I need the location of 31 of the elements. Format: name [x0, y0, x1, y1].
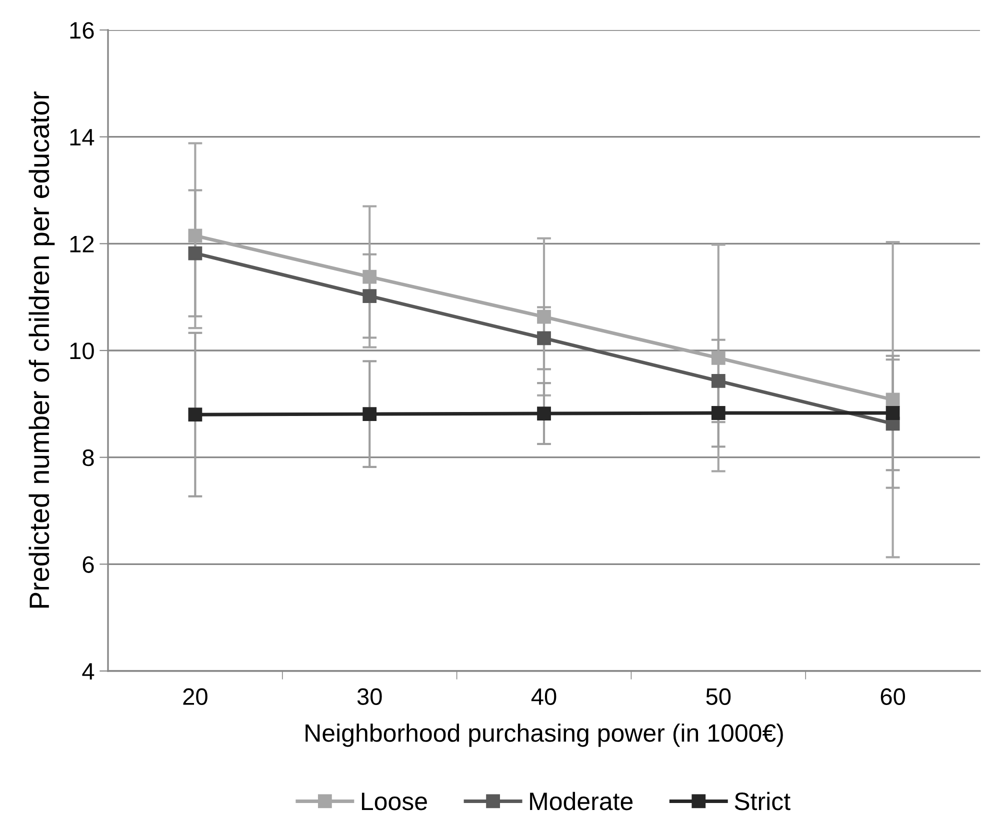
x-tick-label: 50: [706, 688, 731, 706]
point: [886, 392, 900, 407]
y-tick-label: 6: [82, 556, 94, 573]
y-tick-label: 16: [70, 22, 94, 39]
point: [537, 331, 551, 346]
y-tick-label: 10: [70, 342, 94, 360]
legend-label: Moderate: [530, 792, 633, 810]
point: [537, 406, 551, 420]
point: [188, 408, 202, 422]
y-tick-label: 14: [70, 129, 94, 146]
y-axis-title: Predicted number of children per educator: [28, 92, 55, 608]
point: [711, 406, 726, 420]
point: [537, 310, 551, 324]
y-tick-label: 4: [82, 663, 94, 680]
legend-label: Loose: [362, 792, 427, 810]
point: [362, 407, 377, 422]
point: [188, 246, 202, 260]
point: [362, 289, 377, 303]
point: [886, 406, 900, 420]
x-tick-label: 60: [880, 688, 906, 706]
x-axis-title: Neighborhood purchasing power (in 1000€): [306, 724, 783, 747]
x-tick-label: 30: [357, 688, 382, 706]
point: [362, 270, 377, 284]
point: [188, 228, 202, 243]
legend-label: Strict: [734, 792, 790, 810]
x-tick-label: 40: [531, 688, 556, 706]
y-tick-label: 8: [82, 449, 94, 466]
point: [711, 374, 726, 388]
point: [711, 351, 726, 365]
x-tick-label: 20: [183, 688, 208, 706]
y-tick-label: 12: [70, 236, 94, 252]
